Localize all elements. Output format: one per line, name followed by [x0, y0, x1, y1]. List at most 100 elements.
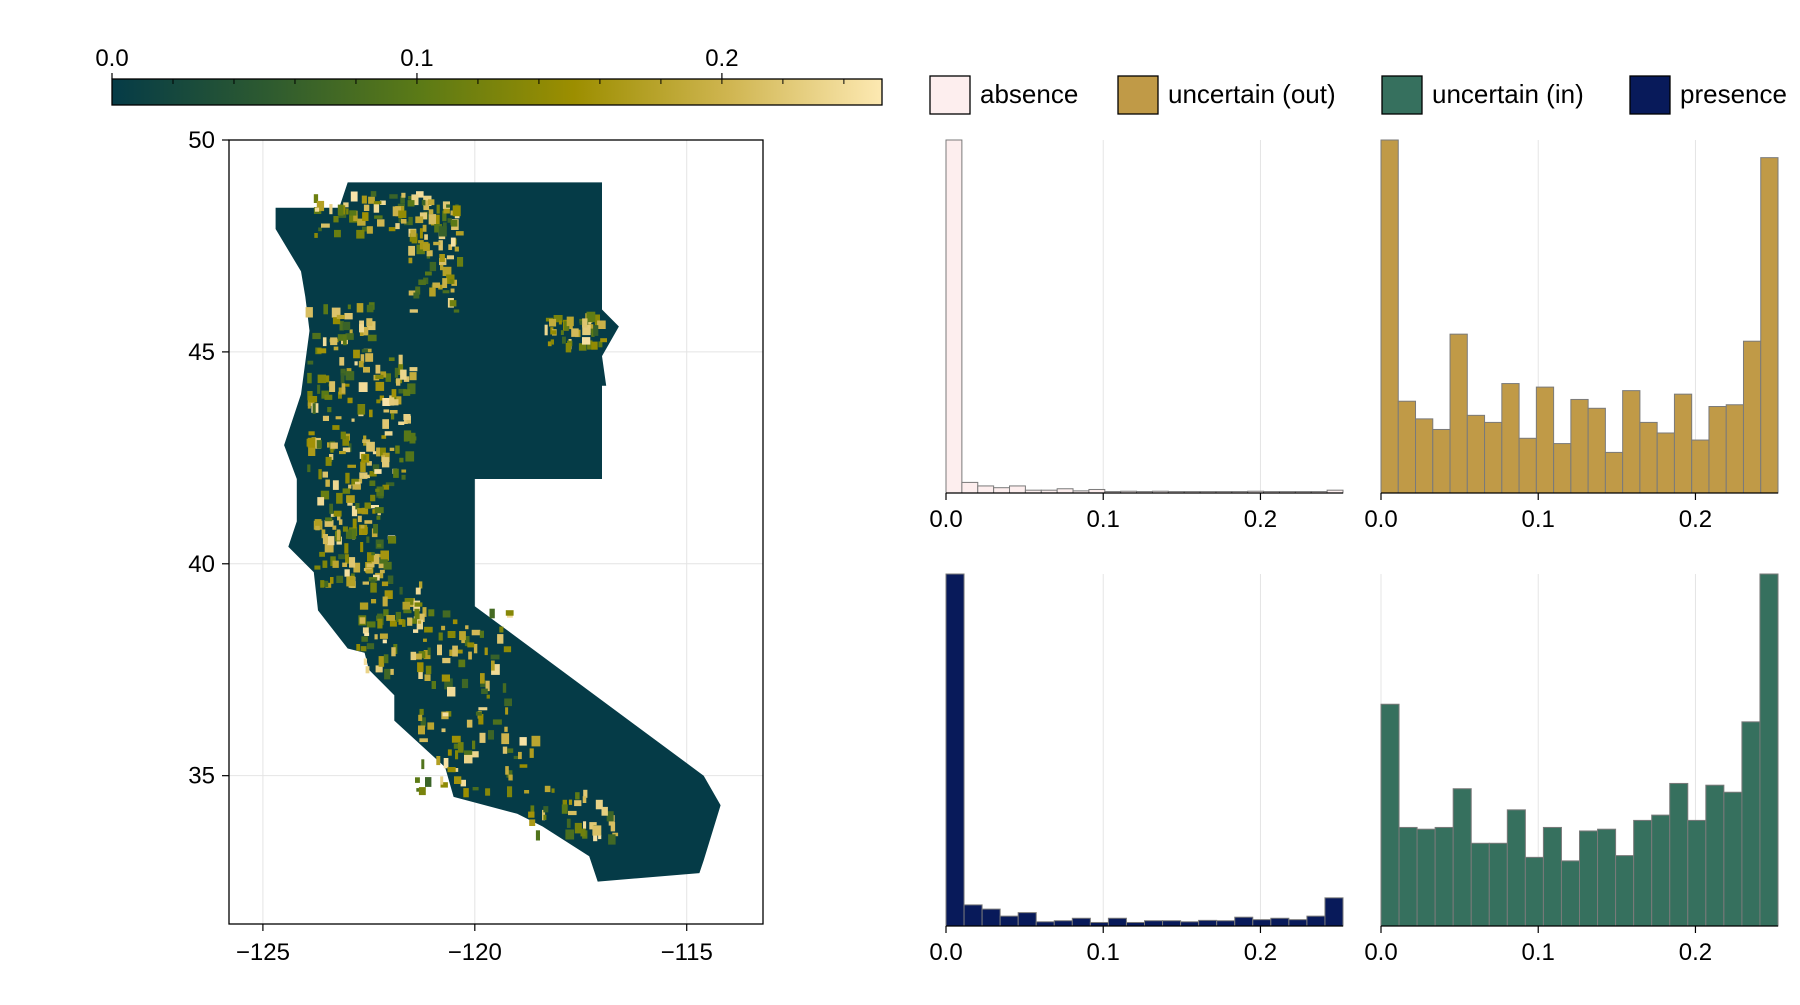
hist-bar: [981, 908, 1001, 927]
map-cell: [429, 261, 437, 272]
hist-bar: [993, 487, 1011, 494]
map-cell: [409, 432, 416, 444]
map-cell: [370, 494, 376, 502]
map-cell: [419, 581, 423, 589]
map-cell: [504, 698, 512, 707]
map-cell: [376, 486, 384, 496]
map-cell: [419, 738, 428, 743]
map-cell: [324, 520, 334, 527]
map-cell: [319, 551, 325, 557]
map-cell: [426, 250, 433, 257]
hist-bar: [1656, 432, 1675, 494]
map-cell: [340, 368, 346, 376]
map-cell: [519, 737, 527, 746]
histogram-presence: 0.0 0.1 0.2: [929, 573, 1344, 966]
map-cell: [424, 234, 428, 240]
map-cell: [345, 472, 350, 484]
map-cell: [391, 413, 395, 420]
map-cell: [366, 226, 373, 234]
map-cell: [364, 502, 371, 509]
map-cell: [363, 455, 367, 460]
map-cell: [316, 440, 322, 449]
map-cell: [322, 471, 328, 478]
map-cell: [363, 326, 369, 336]
map-cell: [321, 390, 329, 399]
map-cell: [341, 383, 346, 394]
map-cell: [464, 753, 473, 764]
map-cell: [529, 819, 536, 826]
map-cell: [402, 619, 406, 627]
hist-bar: [1306, 915, 1326, 927]
map-cell: [368, 577, 378, 582]
map-cell: [529, 748, 534, 758]
map-cell: [359, 617, 366, 624]
map-cell: [455, 750, 459, 760]
map-cell: [384, 668, 391, 680]
map-cell: [338, 391, 342, 399]
map-cell: [324, 541, 334, 553]
map-cell: [543, 814, 547, 820]
map-cell: [447, 218, 452, 223]
map-cell: [327, 407, 332, 413]
map-cell: [370, 191, 377, 197]
map-cell: [343, 334, 347, 346]
map-cell: [336, 529, 341, 541]
map-cell: [388, 227, 396, 232]
map-cell: [578, 343, 587, 351]
map-cell: [343, 383, 350, 387]
map-cell: [418, 714, 423, 721]
map-cell: [337, 204, 344, 216]
map-cell: [531, 735, 541, 747]
map-cell: [457, 742, 464, 753]
map-cell: [409, 367, 418, 372]
map-cell: [411, 239, 418, 244]
legend-swatch: [1117, 75, 1159, 115]
map-cell: [442, 657, 451, 664]
map-cell: [560, 330, 564, 335]
hist-bar: [1570, 398, 1589, 494]
map-cell: [348, 528, 357, 540]
map-cell: [568, 799, 573, 805]
map-cell: [307, 360, 314, 365]
map-cell: [359, 472, 368, 479]
map-cell: [327, 536, 335, 546]
map-cell: [383, 561, 392, 570]
map-cell: [332, 425, 340, 430]
map-cell: [405, 451, 415, 462]
map-cell: [513, 755, 521, 759]
map-cell: [443, 222, 447, 231]
map-cell: [425, 271, 432, 276]
map-cell: [375, 364, 381, 374]
hist-bar: [1432, 428, 1451, 494]
map-cell: [339, 357, 345, 366]
map-cell: [502, 746, 508, 754]
map-cell: [416, 191, 424, 198]
map-cell: [399, 586, 403, 595]
map-cell: [377, 219, 385, 227]
map-cell: [314, 233, 318, 238]
map-cell: [366, 461, 372, 466]
map-cell: [519, 764, 528, 768]
map-cell: [403, 389, 411, 396]
map-cell: [417, 620, 422, 624]
map-cell: [334, 229, 341, 238]
map-cell: [594, 314, 600, 326]
map-cell: [375, 488, 380, 492]
map-cell: [403, 430, 412, 442]
map-cell: [344, 543, 349, 554]
map-cell: [427, 647, 431, 656]
map-cell: [398, 421, 405, 425]
hist-bar: [961, 481, 979, 494]
map-cell: [350, 191, 358, 202]
map-cell: [340, 431, 346, 440]
map-cell: [362, 439, 371, 443]
map-cell: [447, 631, 456, 638]
map-cell: [327, 442, 331, 448]
map-cell: [343, 202, 349, 208]
colorbar-tick-label: 0.1: [400, 45, 433, 72]
map-cell: [507, 614, 513, 618]
map-cell: [449, 279, 454, 284]
colorbar-gradient: [111, 78, 883, 106]
legend-label: uncertain (out): [1168, 79, 1336, 109]
hist-bar: [1615, 855, 1635, 927]
